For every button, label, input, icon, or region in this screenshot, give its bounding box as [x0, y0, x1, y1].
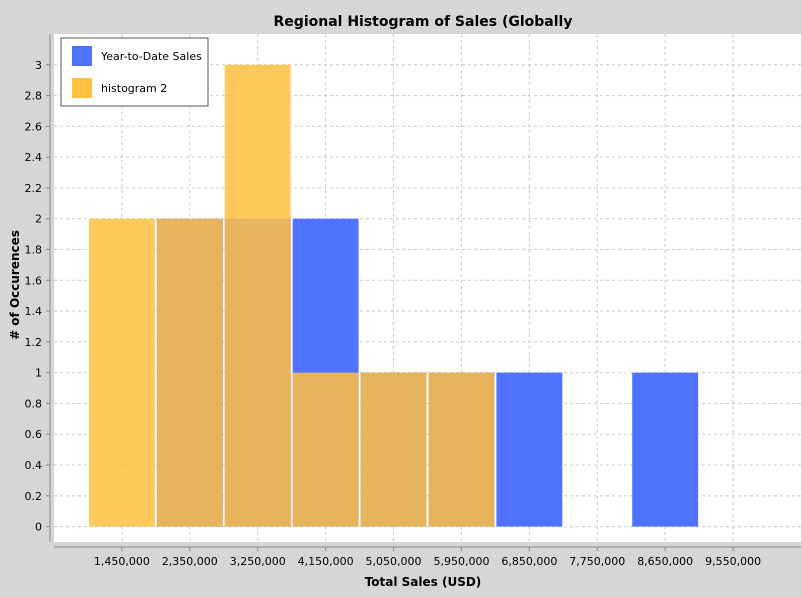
y-tick-label-11: 2.2: [25, 182, 43, 195]
y-tick-label-2: 0.4: [25, 459, 43, 472]
x-axis-label: Total Sales (USD): [365, 575, 482, 589]
bar-year-to-date-sales-5: [496, 372, 563, 527]
x-tick-label-5: 5,950,000: [433, 555, 489, 568]
legend: Year-to-Date Sales histogram 2: [60, 37, 209, 107]
x-tick-label-7: 7,750,000: [569, 555, 625, 568]
y-tick-label-0: 0: [35, 521, 42, 534]
legend-swatch-histogram-2: [72, 78, 92, 98]
bar-histogram-2-0: [88, 218, 155, 527]
legend-label-histogram-2: histogram 2: [101, 82, 167, 95]
x-tick-label-2: 3,250,000: [230, 555, 286, 568]
bar-histogram-2-2: [224, 64, 291, 527]
y-axis-ticks: 0 0.2 0.4 0.6 0.8 1 1.2 1.4 1.6 1.8 2 2.2 2.4 2.6 2.8 3: [25, 59, 50, 534]
x-tick-label-0: 1,450,000: [94, 555, 150, 568]
x-axis-ticks: 1,450,000 2,350,000 3,250,000 4,150,000 5,05…: [94, 547, 761, 568]
x-tick-label-9: 9,550,000: [705, 555, 761, 568]
bar-histogram-2-3: [292, 372, 359, 527]
y-tick-label-3: 0.6: [25, 428, 43, 441]
y-tick-label-7: 1.4: [25, 305, 43, 318]
bar-year-to-date-sales-6: [632, 372, 699, 527]
y-tick-label-1: 0.2: [25, 490, 43, 503]
y-tick-label-10: 2: [35, 213, 42, 226]
y-tick-label-4: 0.8: [25, 397, 43, 410]
y-tick-label-5: 1: [35, 367, 42, 380]
chart-title: Regional Histogram of Sales (Globally: [274, 14, 573, 30]
y-tick-label-8: 1.6: [25, 274, 43, 287]
y-axis-label: # of Occurences: [8, 230, 22, 340]
x-tick-label-3: 4,150,000: [298, 555, 354, 568]
x-tick-label-4: 5,050,000: [366, 555, 422, 568]
y-tick-label-6: 1.2: [25, 336, 43, 349]
y-tick-label-9: 1.8: [25, 244, 43, 257]
y-tick-label-12: 2.4: [25, 151, 43, 164]
x-tick-label-6: 6,850,000: [501, 555, 557, 568]
y-tick-label-13: 2.6: [25, 120, 43, 133]
x-tick-label-1: 2,350,000: [162, 555, 218, 568]
x-tick-label-8: 8,650,000: [637, 555, 693, 568]
legend-label-year-to-date-sales: Year-to-Date Sales: [100, 50, 202, 63]
y-tick-label-14: 2.8: [25, 90, 43, 103]
legend-swatch-year-to-date-sales: [72, 46, 92, 66]
bars: [88, 64, 699, 527]
bar-histogram-2-4: [360, 372, 427, 527]
y-tick-label-15: 3: [35, 59, 42, 72]
bar-histogram-2-5: [428, 372, 495, 527]
bar-histogram-2-1: [156, 218, 223, 527]
